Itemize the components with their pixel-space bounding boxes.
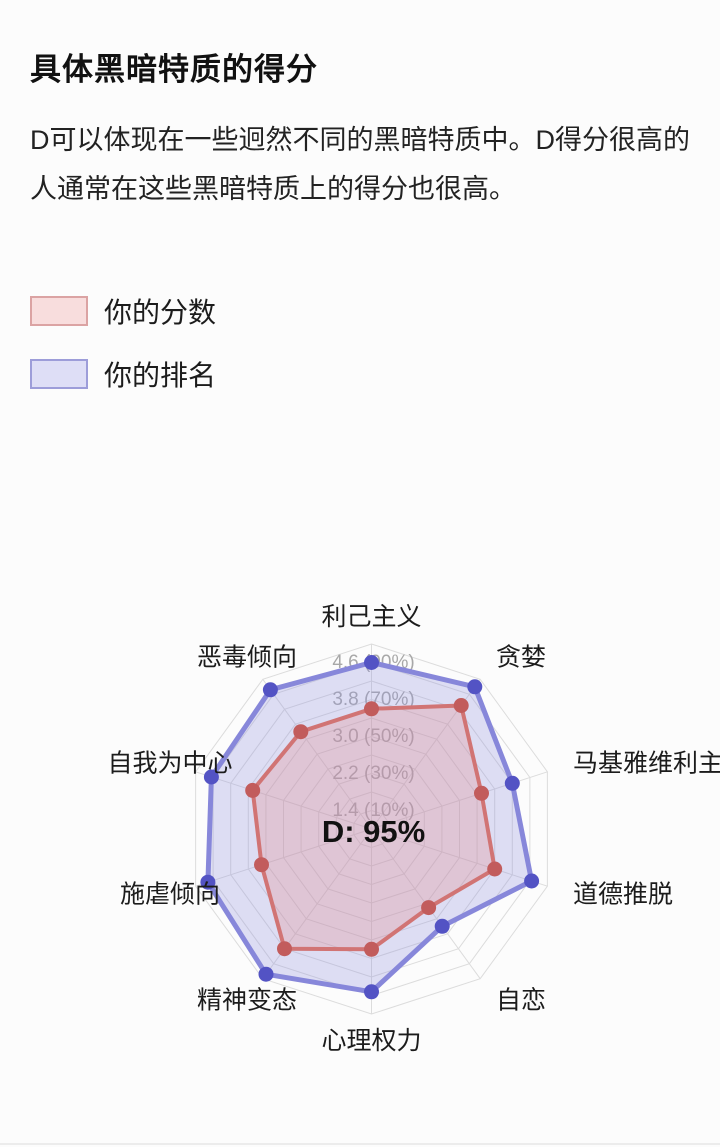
data-point	[364, 984, 379, 1000]
legend-item-rank[interactable]: 你的排名	[30, 354, 216, 394]
series-score	[245, 698, 503, 957]
svg-text:3.0 (50%): 3.0 (50%)	[332, 726, 414, 747]
data-point	[254, 857, 269, 873]
data-point	[453, 698, 469, 713]
category-label: 利己主义	[321, 603, 421, 631]
category-label: 贪婪	[496, 644, 546, 672]
data-point	[474, 785, 489, 801]
score-swatch-icon	[30, 296, 88, 326]
category-label: 施虐倾向	[120, 881, 220, 909]
data-point	[277, 941, 292, 957]
data-point	[200, 874, 216, 890]
category-labels: 利己主义贪婪马基雅维利主义道德推脱自恋心理权力精神变态 施虐倾向 自我为中心 恶毒倾向	[107, 603, 720, 1055]
data-point	[434, 918, 450, 934]
bottom-divider	[0, 1143, 720, 1145]
radar-grid	[195, 643, 548, 1015]
data-point	[421, 900, 437, 916]
data-point	[245, 782, 261, 798]
page-title: 具体黑暗特质的得分	[30, 52, 318, 87]
data-point	[262, 682, 278, 698]
category-label: 心理权力	[321, 1027, 421, 1055]
section-description: D可以体现在一些迥然不同的黑暗特质中。D得分很高的人通常在这些黑暗特质上的得分也…	[30, 125, 690, 204]
category-label: 马基雅维利主义	[573, 750, 720, 778]
data-point	[467, 679, 483, 695]
data-point	[487, 861, 503, 877]
data-point	[364, 941, 379, 957]
data-point	[203, 769, 219, 785]
radial-tick-labels: 1.4 (10%)2.2 (30%)3.0 (50%)3.8 (70%)4.6 …	[332, 652, 414, 821]
chart-legend: 你的分数 你的排名	[30, 291, 216, 394]
category-label: 恶毒倾向	[197, 644, 297, 672]
legend-item-label: 你的排名	[104, 360, 217, 391]
center-score-label: D: 95%	[322, 814, 425, 849]
svg-text:3.8 (70%): 3.8 (70%)	[332, 689, 414, 710]
data-point	[504, 775, 520, 791]
category-label: 自我为中心	[107, 750, 232, 778]
category-label: 精神变态	[197, 986, 297, 1014]
data-point	[364, 701, 379, 717]
radar-chart-figure: 1.4 (10%)2.2 (30%)3.0 (50%)3.8 (70%)4.6 …	[40, 591, 720, 1081]
category-label: 道德推脱	[573, 881, 673, 909]
data-point	[524, 873, 540, 889]
legend-item-label: 你的分数	[104, 297, 217, 328]
radar-svg: 1.4 (10%)2.2 (30%)3.0 (50%)3.8 (70%)4.6 …	[107, 603, 720, 1055]
rank-swatch-icon	[30, 359, 88, 389]
category-label: 自恋	[496, 986, 546, 1014]
svg-text:2.2 (30%): 2.2 (30%)	[332, 763, 414, 784]
legend-item-score[interactable]: 你的分数	[30, 291, 216, 331]
data-point	[293, 724, 309, 740]
svg-text:1.4 (10%): 1.4 (10%)	[332, 800, 414, 821]
data-point	[258, 966, 274, 982]
data-point	[364, 655, 379, 670]
